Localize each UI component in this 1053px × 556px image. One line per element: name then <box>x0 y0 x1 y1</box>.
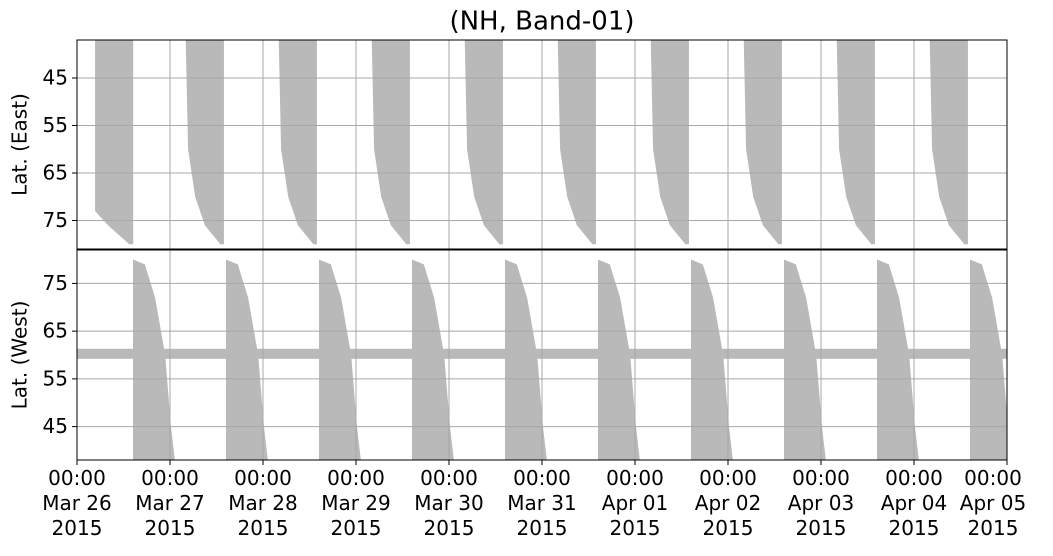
swath <box>969 259 1007 460</box>
y-tick-label: 65 <box>43 161 68 185</box>
swath <box>132 259 175 460</box>
swath <box>371 40 410 245</box>
x-tick-label: 00:00 Mar 28 2015 <box>228 466 298 540</box>
y-axis-label: Lat. (East) <box>8 93 32 196</box>
swath <box>318 259 361 460</box>
plot-area <box>77 259 1007 460</box>
chart-title: (NH, Band-01) <box>449 7 634 37</box>
y-axis-label: Lat. (West) <box>8 301 32 410</box>
y-tick-label: 45 <box>43 414 68 438</box>
swath <box>225 259 268 460</box>
x-tick-label: 00:00 Mar 27 2015 <box>135 466 205 540</box>
plot-frame <box>76 39 1008 250</box>
swath <box>597 259 640 460</box>
swath <box>411 259 454 460</box>
swath <box>783 259 826 460</box>
x-tick-label: 00:00 Mar 29 2015 <box>321 466 391 540</box>
x-tick-label: 00:00 Mar 31 2015 <box>507 466 577 540</box>
swath <box>95 40 134 245</box>
y-tick-label: 55 <box>43 113 68 137</box>
x-tick-label: 00:00 Apr 02 2015 <box>694 466 762 540</box>
swath <box>185 40 224 245</box>
x-tick-label: 00:00 Apr 04 2015 <box>880 466 948 540</box>
swath <box>650 40 689 245</box>
y-tick-label: 75 <box>43 208 68 232</box>
swath <box>876 259 919 460</box>
swath <box>464 40 503 245</box>
swath <box>504 259 547 460</box>
swath <box>690 259 733 460</box>
swath <box>929 40 968 245</box>
y-tick-label: 55 <box>43 366 68 390</box>
x-tick-label: 00:00 Mar 26 2015 <box>42 466 112 540</box>
x-tick-label: 00:00 Apr 01 2015 <box>601 466 669 540</box>
y-tick-label: 45 <box>43 66 68 90</box>
y-tick-label: 75 <box>43 271 68 295</box>
y-tick-label: 65 <box>43 319 68 343</box>
swath <box>278 40 317 245</box>
plot-area <box>95 40 968 245</box>
x-tick-label: 00:00 Apr 05 2015 <box>959 466 1027 540</box>
x-tick-label: 00:00 Apr 03 2015 <box>787 466 855 540</box>
x-tick-label: 00:00 Mar 30 2015 <box>414 466 484 540</box>
swath <box>557 40 596 245</box>
swath <box>836 40 875 245</box>
swath <box>743 40 782 245</box>
